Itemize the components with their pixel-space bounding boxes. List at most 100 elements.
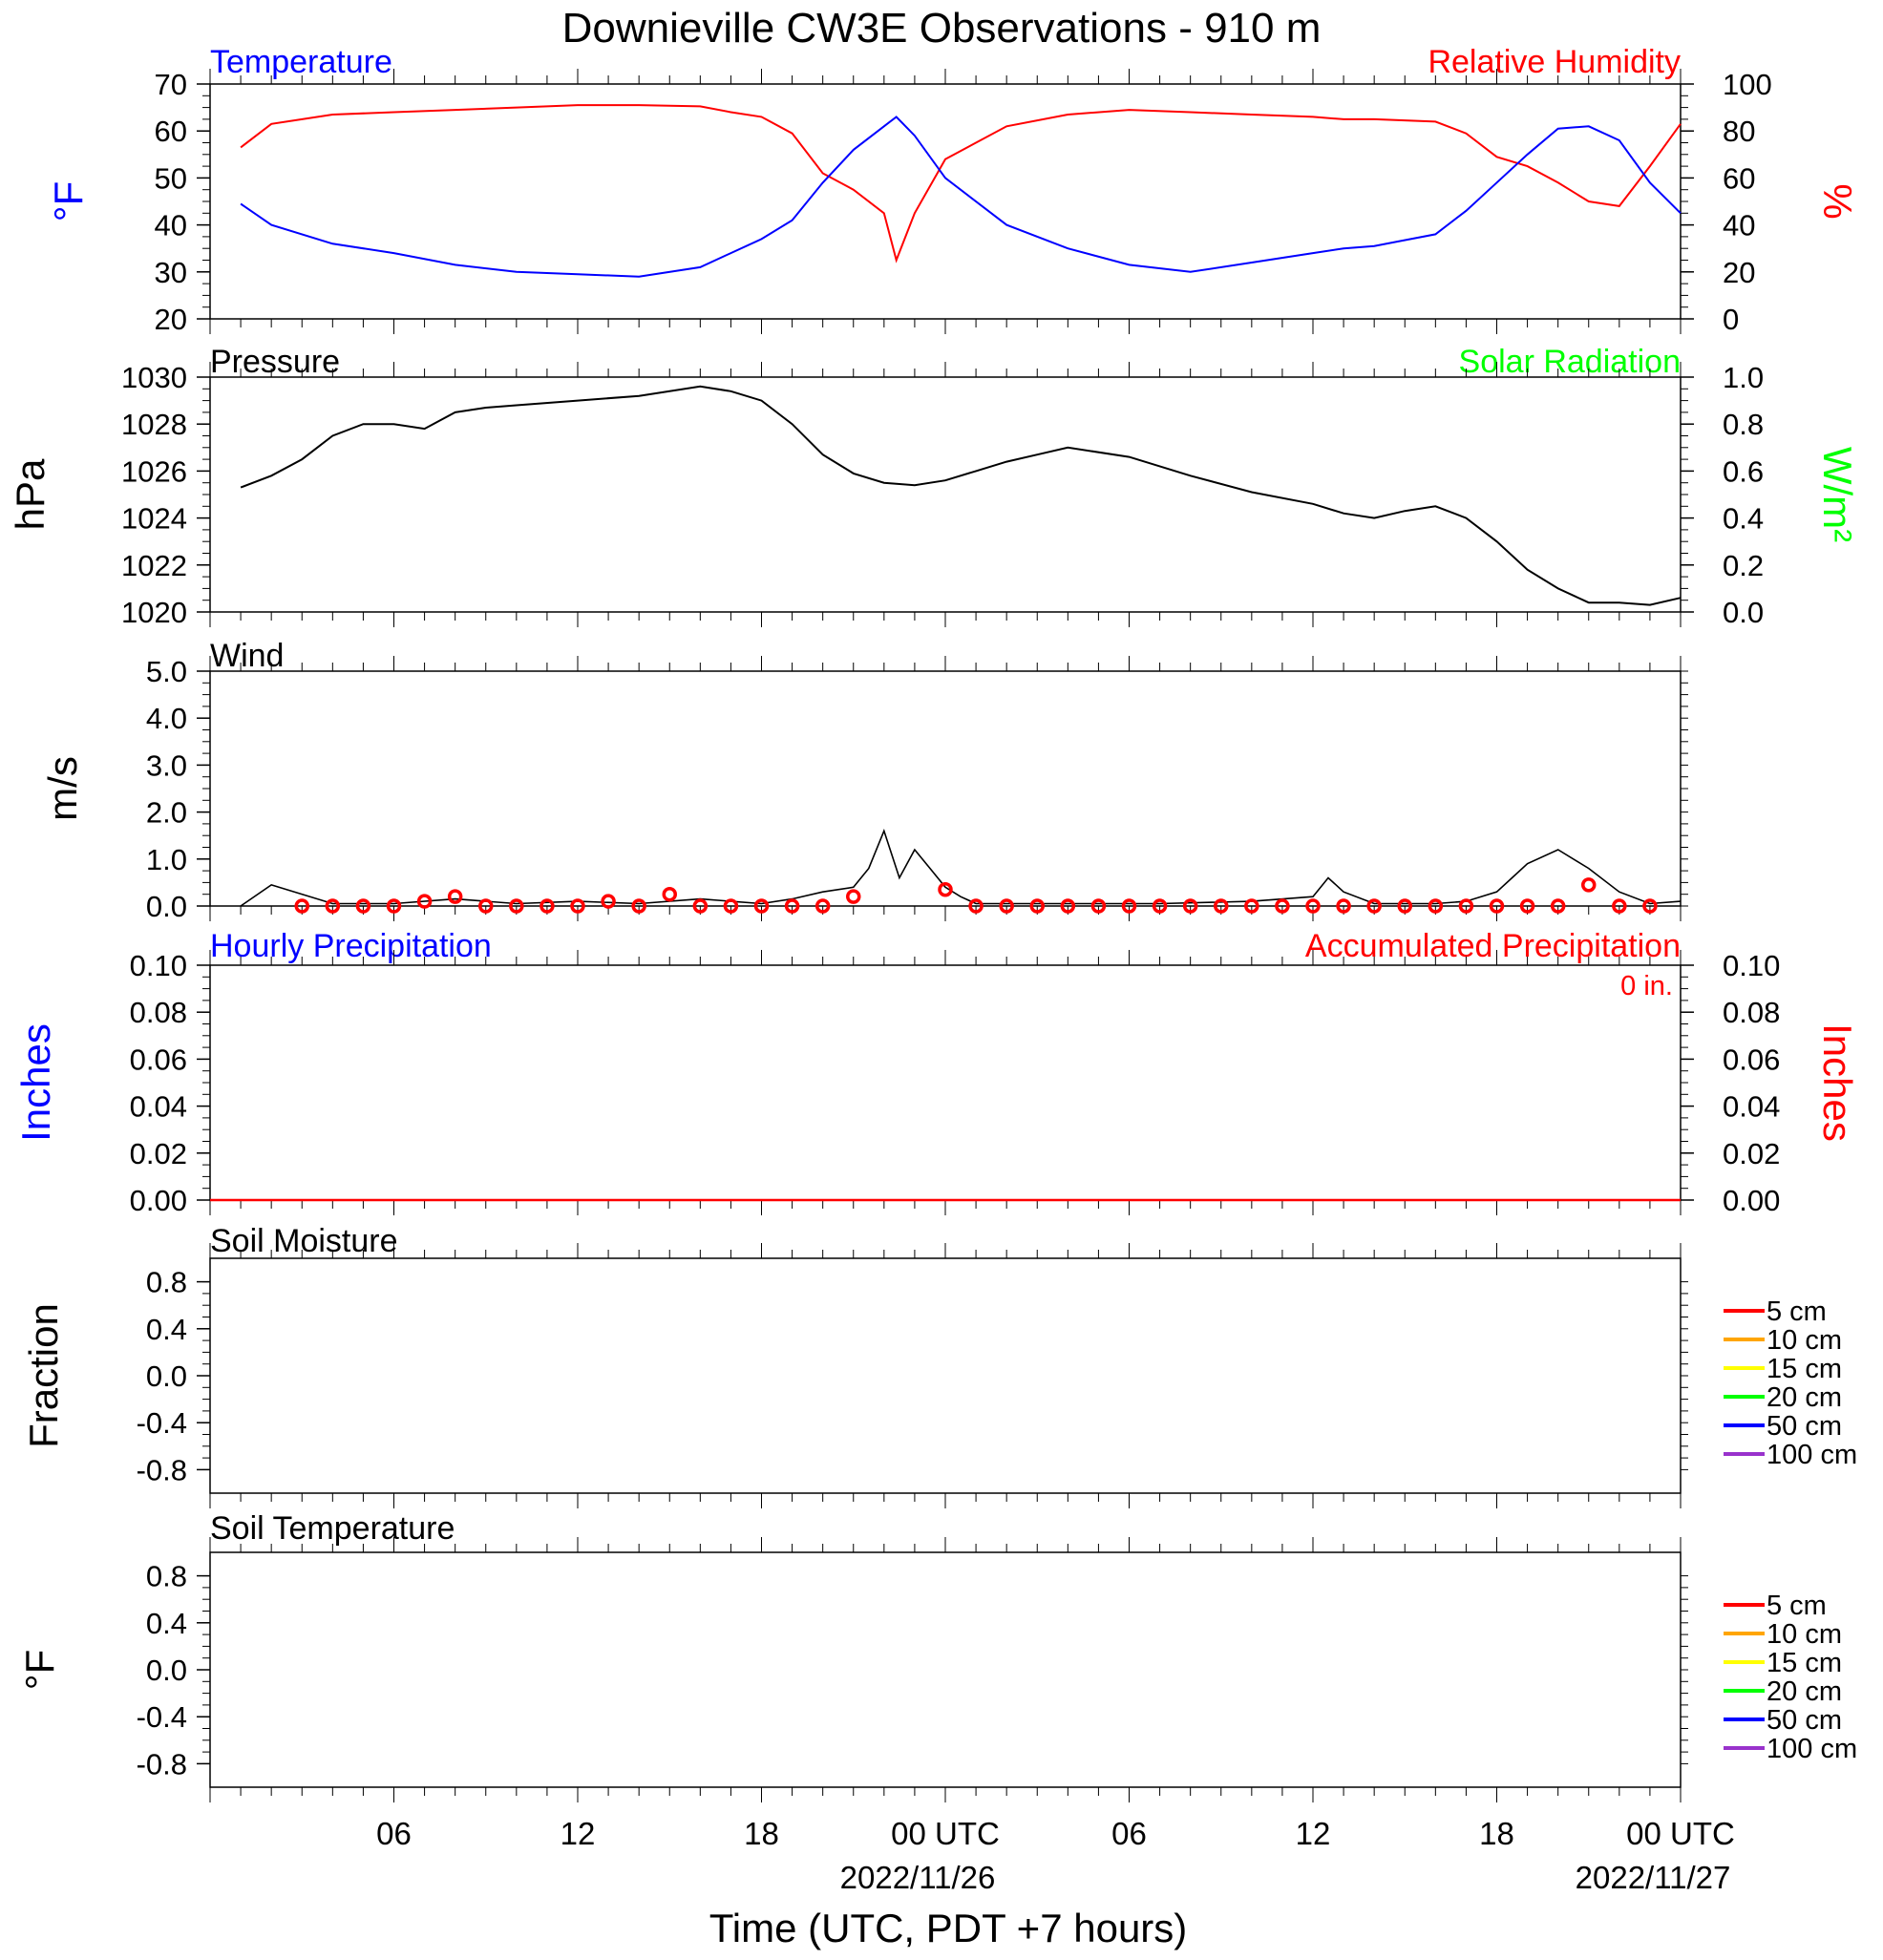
- humidity-line: [240, 104, 1682, 263]
- y-tick-label: 30: [155, 256, 187, 289]
- gust-marker: [1336, 898, 1351, 914]
- gust-marker: [1428, 898, 1444, 914]
- gust-marker: [1519, 898, 1535, 914]
- wind-left-ticks: 5.0 4.0 3.0 2.0 1.0 0.0: [146, 655, 210, 923]
- precip-left-ticks: 0.10 0.08 0.06 0.04 0.02 0.00: [130, 949, 210, 1217]
- temp-right-unit: %: [1815, 183, 1860, 219]
- gust-marker: [509, 898, 524, 914]
- gust-marker: [1550, 898, 1566, 914]
- humidity-title: Relative Humidity: [1428, 44, 1681, 80]
- y-tick-label: 60: [1723, 161, 1755, 195]
- panel6-x-ticks: [209, 1537, 1682, 1802]
- y-tick-label: 1022: [121, 549, 187, 582]
- panel2-x-ticks: [209, 362, 1682, 627]
- pressure-left-unit: hPa: [8, 458, 53, 530]
- gust-marker: [416, 894, 433, 909]
- x-tick-label: 06: [1111, 1816, 1147, 1851]
- legend-label: 50 cm: [1767, 1705, 1842, 1736]
- y-tick-label: 0.08: [1723, 996, 1780, 1029]
- soil-moisture-title: Soil Moisture: [210, 1223, 398, 1259]
- legend-label: 20 cm: [1767, 1382, 1842, 1413]
- legend-label: 15 cm: [1767, 1648, 1842, 1678]
- gust-marker: [1029, 898, 1045, 914]
- y-tick-label: 1.0: [146, 843, 187, 876]
- y-tick-label: 20: [155, 303, 187, 336]
- y-tick-label: 1026: [121, 454, 187, 488]
- pressure-left-ticks: 1030 1028 1026 1024 1022 1020: [121, 361, 210, 629]
- wind-speed-line: [240, 828, 1682, 907]
- gust-marker: [692, 898, 709, 914]
- precip-right-ticks: 0.10 0.08 0.06 0.04 0.02 0.00: [1681, 949, 1780, 1217]
- panel-pressure: Pressure Solar Radiation hPa W/m² 103010…: [8, 344, 1860, 629]
- panel-wind-frame: [209, 670, 1682, 907]
- y-tick-label: 1024: [121, 502, 187, 536]
- gust-marker: [1612, 898, 1627, 914]
- date-label-1: 2022/11/26: [840, 1860, 996, 1895]
- gust-marker: [815, 898, 831, 914]
- soil-temp-right-minor-ticks: [1681, 1575, 1688, 1764]
- gust-marker: [1581, 877, 1597, 893]
- panel-soil-temp-frame: [209, 1551, 1682, 1788]
- gust-marker: [540, 898, 555, 914]
- gust-marker: [938, 882, 953, 897]
- gust-marker: [1366, 898, 1382, 914]
- y-tick-label: -0.8: [137, 1453, 187, 1486]
- gust-marker: [1121, 898, 1137, 914]
- panel-precip-frame: [209, 964, 1682, 1201]
- y-tick-label: 1030: [121, 361, 187, 394]
- y-tick-label: 0.00: [1723, 1184, 1780, 1217]
- y-tick-label: 3.0: [146, 748, 187, 782]
- legend-label: 10 cm: [1767, 1325, 1842, 1356]
- panel-soil-moisture-frame: [209, 1257, 1682, 1494]
- legend-label: 100 cm: [1767, 1734, 1857, 1764]
- y-tick-label: 1.0: [1723, 361, 1764, 394]
- gust-marker: [662, 886, 677, 902]
- y-tick-label: 0.4: [1723, 502, 1764, 536]
- legend-label: 100 cm: [1767, 1440, 1857, 1470]
- wind-left-unit: m/s: [40, 756, 85, 821]
- gust-marker: [1489, 898, 1505, 914]
- gust-marker: [753, 898, 770, 914]
- accum-precip-title: Accumulated Precipitation: [1305, 928, 1681, 964]
- x-tick-label: 18: [744, 1816, 779, 1851]
- y-tick-label: 4.0: [146, 702, 187, 735]
- panel-pressure-frame: [209, 376, 1682, 613]
- temperature-line: [240, 116, 1682, 278]
- gust-marker: [1244, 898, 1259, 914]
- humidity-right-ticks: 100 80 60 40 20 0: [1681, 68, 1772, 336]
- gust-marker: [355, 898, 371, 914]
- y-tick-label: 100: [1723, 68, 1772, 101]
- gust-marker: [1090, 898, 1107, 914]
- y-tick-label: 0.6: [1723, 454, 1764, 488]
- soil-temp-title: Soil Temperature: [210, 1510, 455, 1547]
- y-tick-label: 0.02: [130, 1137, 187, 1170]
- gust-marker: [1060, 898, 1076, 914]
- gust-marker: [294, 898, 309, 914]
- temp-left-unit: °F: [46, 181, 91, 221]
- y-tick-label: 60: [155, 115, 187, 148]
- gust-marker: [968, 898, 984, 914]
- solar-right-unit: W/m²: [1815, 447, 1860, 542]
- y-tick-label: -0.8: [137, 1747, 187, 1781]
- wind-title: Wind: [210, 638, 284, 674]
- y-tick-label: 0.0: [1723, 596, 1764, 629]
- y-tick-label: 0.06: [130, 1043, 187, 1076]
- y-tick-label: -0.4: [137, 1406, 187, 1440]
- y-tick-label: 0.06: [1723, 1043, 1780, 1076]
- solar-right-ticks: 1.0 0.8 0.6 0.4 0.2 0.0: [1681, 361, 1764, 629]
- temp-left-ticks: 70 60 50 40 30 20: [155, 68, 210, 336]
- y-tick-label: 0.04: [130, 1090, 187, 1124]
- panel-precipitation: Hourly Precipitation Accumulated Precipi…: [13, 928, 1860, 1217]
- gust-marker: [478, 898, 494, 914]
- temperature-title: Temperature: [210, 44, 392, 80]
- panel-wind: Wind m/s 5.0 4.0 3.0 2.0 1.0 0.0: [40, 638, 1688, 923]
- soil-moisture-left-ticks: 0.8 0.4 0.0 -0.4 -0.8: [137, 1266, 210, 1486]
- x-tick-label: 18: [1479, 1816, 1514, 1851]
- precip-left-unit: Inches: [13, 1023, 58, 1142]
- gust-marker: [1397, 898, 1412, 914]
- x-tick-label: 06: [376, 1816, 412, 1851]
- y-tick-label: 0.2: [1723, 549, 1764, 582]
- gust-marker: [1458, 898, 1474, 914]
- gust-marker: [1642, 898, 1658, 914]
